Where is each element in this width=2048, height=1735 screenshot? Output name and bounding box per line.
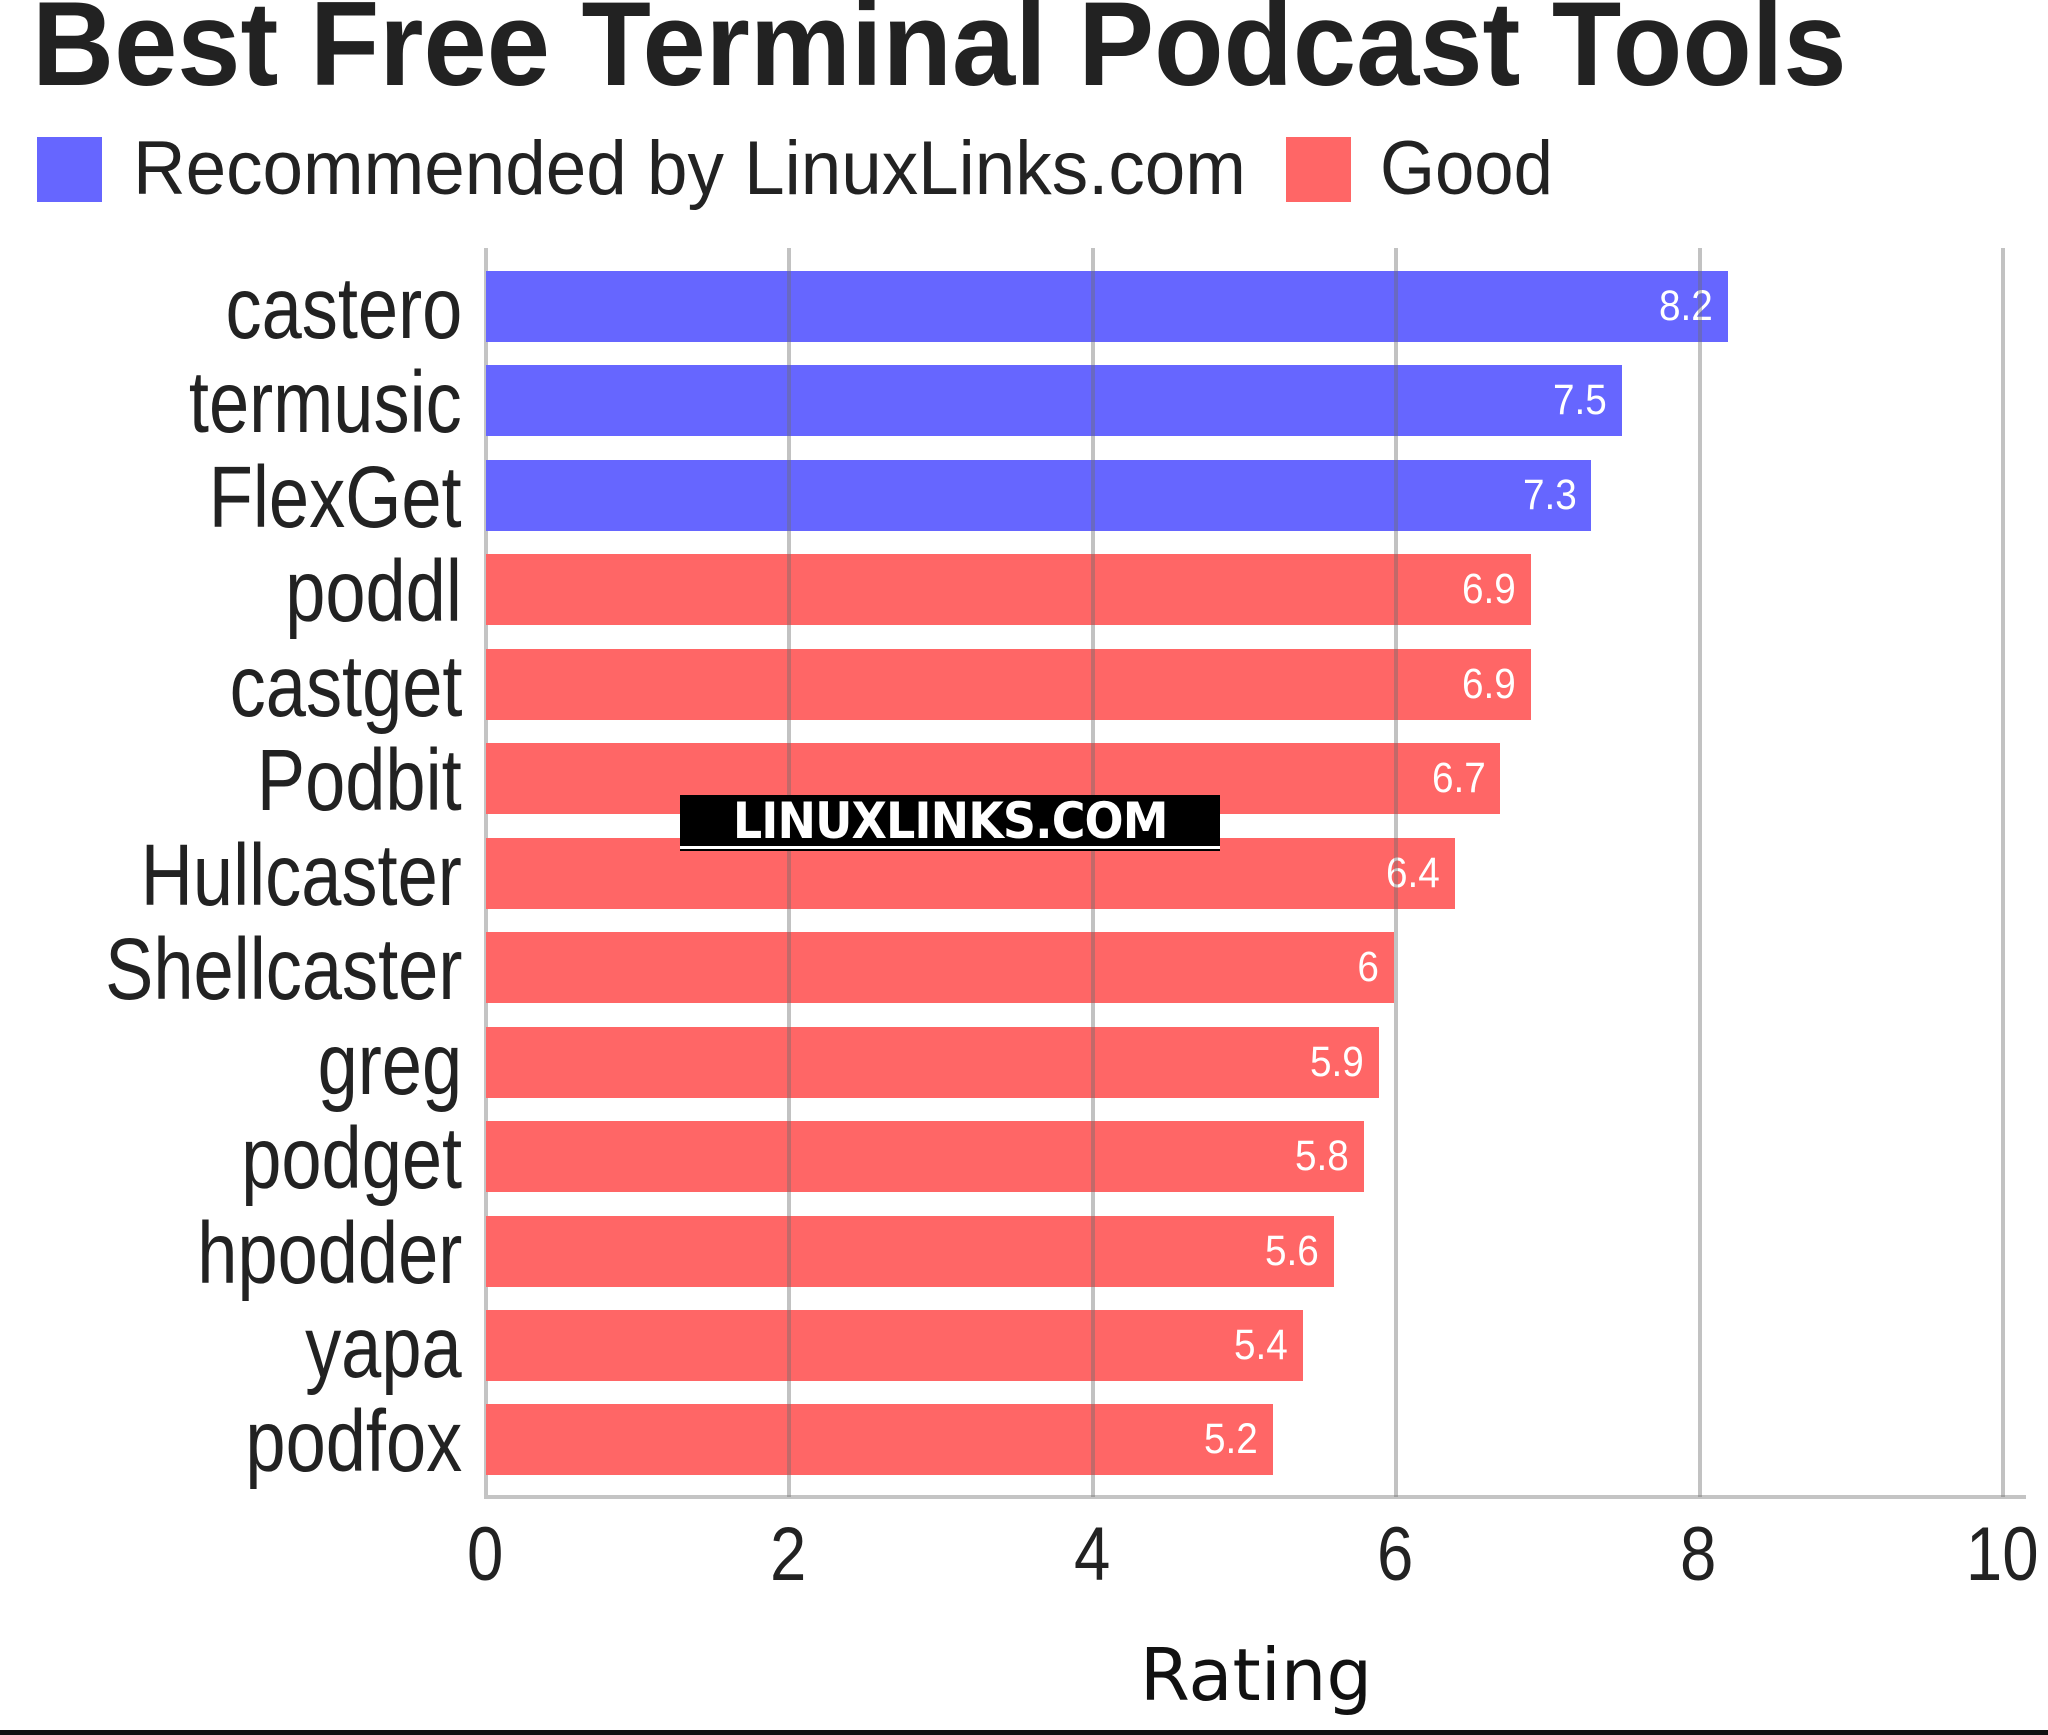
bar-value-label: 6.7	[1426, 743, 1486, 814]
bar-value-text: 5.2	[1204, 1415, 1258, 1464]
legend-swatch-good	[1286, 136, 1351, 202]
bar-value-label: 5.4	[1228, 1310, 1288, 1381]
y-axis-label: podfox	[201, 1393, 462, 1491]
bottom-border	[0, 1730, 2048, 1735]
x-tick-label: 2	[688, 1512, 888, 1598]
y-axis-label: Hullcaster	[75, 826, 462, 924]
y-axis-label-text: poddl	[285, 543, 462, 641]
gridline-2	[787, 248, 792, 1497]
y-axis-label: poddl	[249, 543, 462, 641]
x-tick-label: 8	[1599, 1512, 1799, 1598]
bar-value-text: 5.9	[1310, 1037, 1365, 1086]
y-axis-label: Shellcaster	[32, 921, 462, 1019]
bar-greg: 5.9	[486, 1026, 1380, 1098]
legend-label-recommended: Recommended by LinuxLinks.com	[133, 126, 1246, 211]
legend-label-good: Good	[1380, 126, 1553, 211]
gridline-10	[2001, 248, 2005, 1497]
bar-value-label: 5.2	[1198, 1404, 1258, 1475]
y-axis-label-text: hpodder	[196, 1204, 462, 1302]
x-tick-text: 8	[1680, 1512, 1717, 1597]
bar-castero: 8.2	[486, 271, 1728, 342]
x-tick-text: 10	[1965, 1512, 2039, 1597]
x-tick-text: 0	[466, 1512, 504, 1597]
bar-value-text: 7.3	[1522, 470, 1577, 519]
chart-title: Best Free Terminal Podcast Tools	[32, 0, 1847, 111]
x-tick-label: 4	[992, 1512, 1192, 1598]
bar-value-text: 6.9	[1461, 565, 1516, 614]
watermark-underline	[680, 846, 1220, 849]
bar-poddl: 6.9	[486, 554, 1531, 626]
x-tick-label: 6	[1295, 1512, 1495, 1598]
bar-value-label: 6.9	[1456, 649, 1516, 720]
watermark-text: LINUXLINKS.COM	[732, 795, 1169, 850]
y-axis-label-text: Shellcaster	[104, 921, 462, 1019]
bar-value-text: 6	[1357, 943, 1380, 992]
gridline-6	[1394, 248, 1399, 1497]
y-axis-label: yapa	[273, 1298, 462, 1396]
bar-value-text: 5.8	[1295, 1132, 1349, 1181]
y-axis-label: greg	[288, 1015, 462, 1113]
y-axis-label-text: Hullcaster	[140, 826, 462, 924]
bar-value-label: 7.5	[1547, 365, 1607, 436]
y-axis-label: hpodder	[143, 1204, 462, 1302]
y-axis-label-text: castero	[225, 260, 462, 357]
y-axis-label-text: termusic	[189, 354, 462, 452]
x-tick-label: 10	[1902, 1512, 2048, 1598]
y-axis-label: castero	[177, 260, 462, 357]
bar-value-text: 6.4	[1386, 848, 1440, 897]
bar-podfox: 5.2	[486, 1404, 1273, 1476]
bar-termusic: 7.5	[486, 365, 1622, 437]
y-axis-label-text: Podbit	[257, 732, 462, 830]
bar-value-text: 5.4	[1234, 1320, 1289, 1369]
gridline-4	[1090, 248, 1095, 1497]
bar-value-label: 6	[1355, 932, 1380, 1003]
y-axis-label-text: FlexGet	[209, 448, 462, 546]
y-axis-label: FlexGet	[157, 448, 462, 546]
bar-value-label: 5.8	[1289, 1121, 1349, 1192]
bar-value-label: 6.9	[1456, 554, 1516, 625]
y-axis-label: podget	[196, 1110, 462, 1208]
bar-value-label: 8.2	[1653, 271, 1713, 342]
x-tick-text: 4	[1073, 1512, 1110, 1597]
bar-value-text: 6.7	[1431, 754, 1486, 803]
bar-value-text: 7.5	[1552, 376, 1607, 425]
gridline-8	[1697, 248, 1702, 1497]
y-axis-label: Podbit	[215, 732, 462, 830]
bar-value-label: 5.6	[1259, 1216, 1319, 1287]
bar-shellcaster: 6	[486, 932, 1395, 1004]
x-tick-text: 2	[770, 1512, 807, 1597]
legend-swatch-recommended	[37, 136, 102, 202]
watermark: LINUXLINKS.COM	[680, 795, 1220, 851]
y-axis-label: termusic	[133, 354, 462, 452]
bar-podbit: 6.7	[486, 743, 1501, 815]
y-axis-label-text: greg	[317, 1015, 462, 1113]
legend-item-good: Good	[1286, 126, 1553, 211]
y-axis-label-text: podfox	[245, 1393, 462, 1491]
y-axis-label: castget	[182, 637, 462, 735]
x-tick-label: 0	[385, 1512, 585, 1598]
y-axis-label-text: podget	[241, 1110, 462, 1208]
y-axis-label-text: yapa	[305, 1298, 462, 1396]
bar-value-label: 6.4	[1380, 838, 1440, 909]
bar-value-label: 5.9	[1304, 1027, 1364, 1098]
bar-value-text: 5.6	[1264, 1226, 1319, 1275]
bar-podget: 5.8	[486, 1121, 1364, 1193]
x-tick-text: 6	[1377, 1512, 1414, 1597]
bar-value-text: 8.2	[1659, 282, 1713, 330]
bar-value-label: 7.3	[1517, 460, 1577, 531]
y-axis-label-text: castget	[229, 637, 462, 735]
bar-flexget: 7.3	[486, 459, 1592, 531]
bar-castget: 6.9	[486, 648, 1531, 720]
x-axis-line	[484, 1495, 2026, 1499]
bar-hpodder: 5.6	[486, 1215, 1334, 1287]
bar-yapa: 5.4	[486, 1309, 1304, 1381]
x-axis-title: Rating	[1139, 1633, 1373, 1717]
legend-item-recommended: Recommended by LinuxLinks.com	[37, 126, 1246, 211]
legend: Recommended by LinuxLinks.com Good	[37, 126, 1553, 211]
bar-value-text: 6.9	[1461, 659, 1516, 708]
